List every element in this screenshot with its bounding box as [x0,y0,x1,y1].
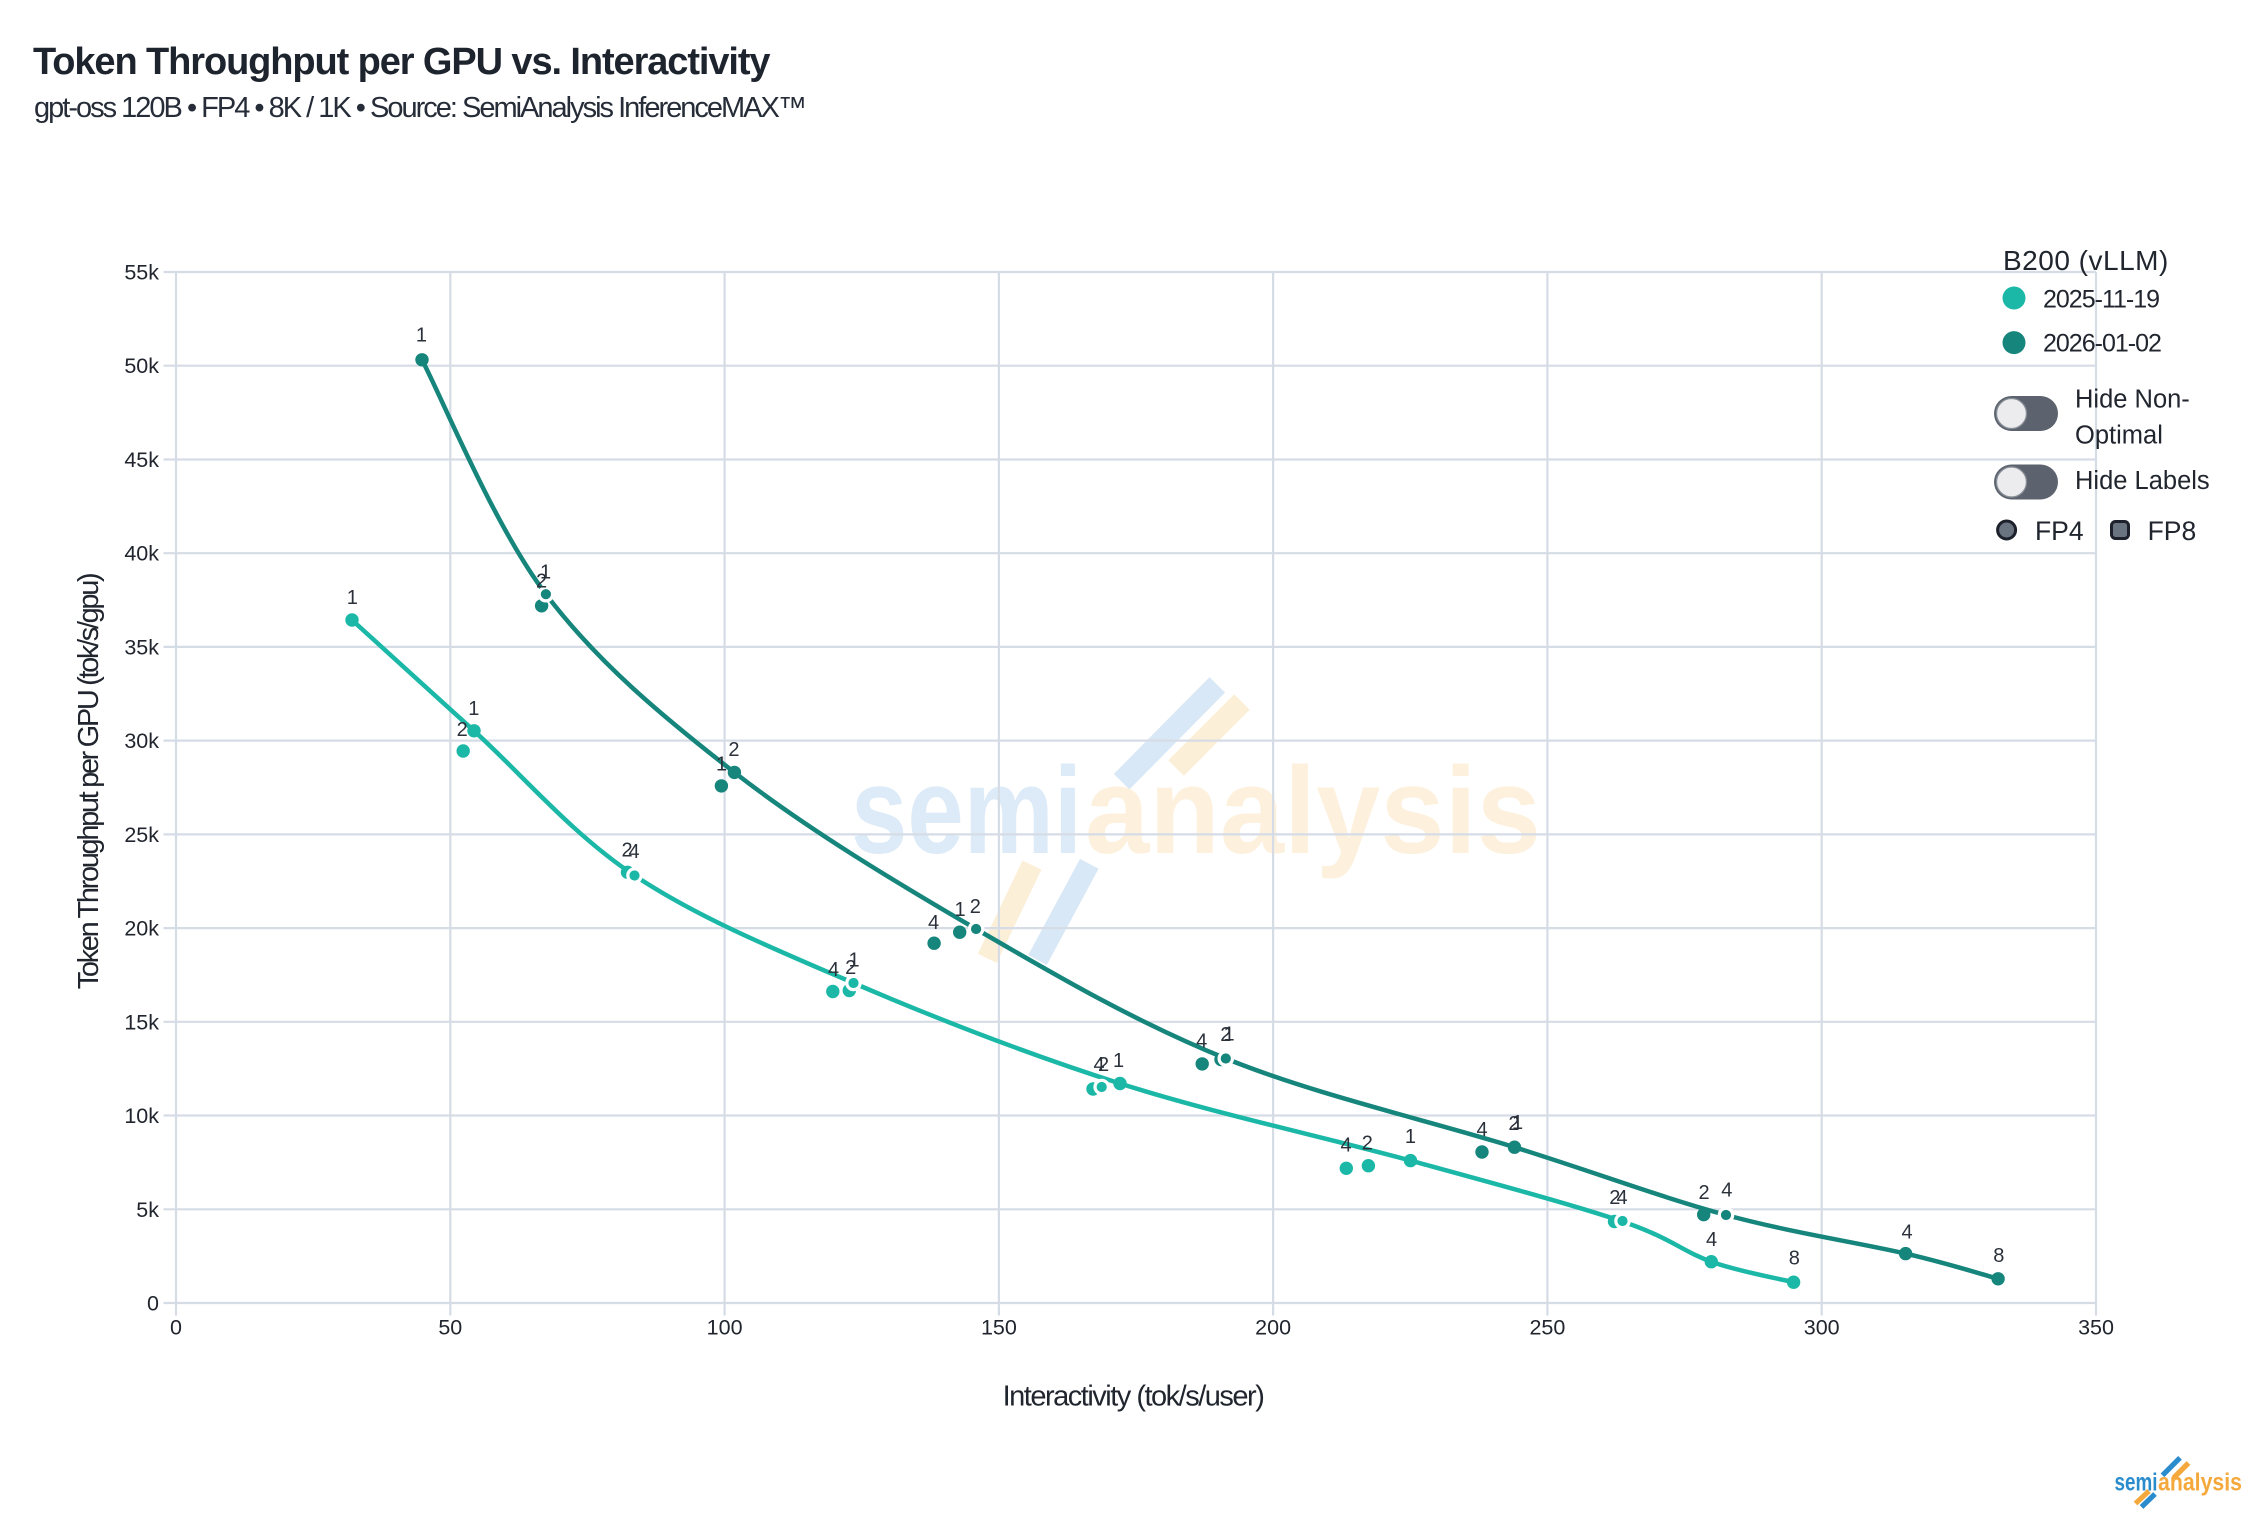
svg-text:B200 (vLLM): B200 (vLLM) [2003,245,2169,276]
svg-text:Optimal: Optimal [2075,422,2163,450]
svg-text:4: 4 [928,912,939,934]
svg-text:2: 2 [457,719,468,741]
svg-text:1: 1 [1113,1050,1124,1072]
svg-text:2026-01-02: 2026-01-02 [2043,330,2161,358]
svg-text:8: 8 [1789,1248,1800,1270]
svg-text:1: 1 [347,587,358,609]
svg-text:35k: 35k [124,635,159,659]
svg-text:0: 0 [170,1316,182,1340]
svg-text:2: 2 [536,570,547,592]
svg-text:200: 200 [1255,1316,1291,1340]
svg-text:0: 0 [147,1292,159,1316]
svg-text:50k: 50k [124,354,159,378]
svg-text:40k: 40k [124,542,159,566]
svg-text:1: 1 [1223,1024,1234,1046]
svg-text:2: 2 [621,840,632,862]
svg-text:55k: 55k [124,261,159,285]
svg-text:350: 350 [2078,1316,2114,1340]
svg-text:25k: 25k [124,823,159,847]
svg-text:4: 4 [1706,1229,1717,1251]
svg-text:30k: 30k [124,729,159,753]
svg-text:10k: 10k [124,1104,159,1128]
svg-text:Token Throughput per GPU vs. I: Token Throughput per GPU vs. Interactivi… [33,41,770,83]
svg-text:FP8: FP8 [2148,516,2197,546]
svg-text:300: 300 [1804,1316,1840,1340]
svg-text:4: 4 [828,959,839,981]
svg-text:Interactivity (tok/s/user): Interactivity (tok/s/user) [1003,1381,1264,1413]
svg-text:2025-11-19: 2025-11-19 [2043,285,2159,313]
svg-text:semi: semi [2115,1469,2158,1497]
svg-text:2: 2 [970,896,981,918]
svg-text:2: 2 [1609,1187,1620,1209]
svg-text:4: 4 [1616,1187,1627,1209]
svg-text:2: 2 [1508,1113,1519,1135]
svg-text:4: 4 [1093,1054,1104,1076]
svg-text:45k: 45k [124,448,159,472]
svg-text:analysis: analysis [2158,1469,2242,1497]
svg-text:100: 100 [707,1316,743,1340]
svg-text:2: 2 [1362,1132,1373,1154]
svg-text:2: 2 [1098,1054,1109,1076]
svg-text:4: 4 [1341,1135,1352,1157]
svg-text:Hide Non-: Hide Non- [2075,386,2190,414]
svg-text:2: 2 [728,739,739,761]
svg-text:150: 150 [981,1316,1017,1340]
svg-text:4: 4 [1196,1031,1207,1053]
svg-text:analysis: analysis [1085,743,1541,880]
svg-text:1: 1 [1405,1126,1416,1148]
svg-text:4: 4 [1476,1119,1487,1141]
svg-text:gpt-oss 120B • FP4 • 8K / 1K •: gpt-oss 120B • FP4 • 8K / 1K • Source: S… [34,92,805,124]
svg-text:250: 250 [1529,1316,1565,1340]
svg-text:1: 1 [716,754,727,776]
svg-text:50: 50 [438,1316,462,1340]
svg-text:1: 1 [468,698,479,720]
svg-text:2: 2 [845,957,856,979]
svg-text:semi: semi [851,743,1082,880]
svg-text:4: 4 [1721,1180,1732,1202]
svg-text:20k: 20k [124,917,159,941]
svg-text:4: 4 [1901,1221,1912,1243]
svg-text:1: 1 [1512,1112,1523,1134]
svg-text:2: 2 [1699,1182,1710,1204]
svg-text:Hide Labels: Hide Labels [2075,467,2210,495]
svg-text:FP4: FP4 [2035,516,2084,546]
svg-text:1: 1 [416,325,427,347]
svg-text:2: 2 [1220,1024,1231,1046]
svg-text:8: 8 [1993,1245,2004,1267]
svg-text:5k: 5k [136,1198,159,1222]
svg-text:1: 1 [540,562,551,584]
svg-text:1: 1 [848,950,859,972]
svg-text:Token Throughput per GPU (tok/: Token Throughput per GPU (tok/s/gpu) [73,574,105,989]
svg-text:4: 4 [628,841,639,863]
svg-text:15k: 15k [124,1010,159,1034]
svg-text:1: 1 [954,899,965,921]
